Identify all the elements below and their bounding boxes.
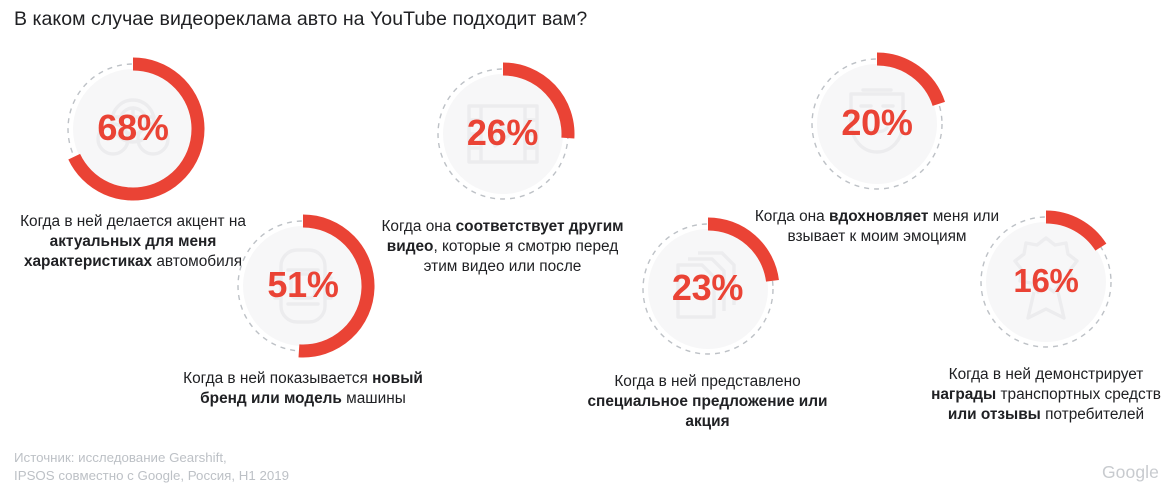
donut-chart: 51% bbox=[229, 212, 377, 360]
donut-progress-arc bbox=[298, 214, 375, 358]
donut-value-label: 68% bbox=[97, 106, 169, 148]
caption-emphasis: вдохновляет bbox=[829, 208, 929, 225]
google-wordmark: Google bbox=[1101, 462, 1159, 482]
stat-caption: Когда в ней показывается новый бренд или… bbox=[168, 369, 438, 409]
caption-text: автомобиля bbox=[152, 252, 243, 270]
car-dashboard-icon bbox=[96, 98, 170, 156]
donut-chart: 26% bbox=[429, 60, 577, 208]
donut-background bbox=[986, 222, 1106, 342]
donut-chart: 20% bbox=[803, 50, 951, 198]
donut-value-label: 23% bbox=[671, 266, 744, 308]
donut-background bbox=[647, 229, 768, 349]
donut-value-label: 51% bbox=[267, 263, 339, 305]
stat-caption: Когда в ней демонстрирует награды трансп… bbox=[920, 365, 1172, 425]
stat-item: 68% Когда в ней делается акцент на актуал… bbox=[8, 55, 258, 272]
caption-emphasis: специальное предложение или акция bbox=[587, 392, 828, 430]
caption-text: Когда она bbox=[381, 218, 456, 235]
caption-text: Когда в ней показывается bbox=[183, 370, 373, 387]
source-line-1: Источник: исследование Gearshift, bbox=[14, 450, 227, 465]
stat-caption: Когда в ней представлено специальное пре… bbox=[570, 372, 845, 432]
donut-chart: 68% bbox=[59, 55, 207, 203]
caption-text: , которые я смотрю перед этим видео или … bbox=[423, 237, 619, 275]
award-rosette-icon bbox=[1013, 236, 1079, 320]
donut-dashed-track bbox=[641, 223, 774, 355]
caption-text: транспортных средств bbox=[996, 385, 1161, 403]
caption-text: Когда она bbox=[754, 208, 830, 225]
caption-emphasis: соответствует другим видео bbox=[386, 218, 624, 255]
documents-stack-icon bbox=[675, 251, 736, 319]
donut-progress-arc bbox=[876, 52, 946, 107]
donut-background bbox=[73, 69, 193, 189]
caption-emphasis: новый бренд или модель bbox=[200, 370, 423, 407]
caption-text: машины bbox=[341, 389, 406, 407]
caption-emphasis: актуальных для меня характеристиках bbox=[23, 232, 217, 270]
donut-background bbox=[817, 64, 937, 184]
stat-item: 26% Когда она соответствует другим видео,… bbox=[370, 60, 635, 277]
caption-text: потребителей bbox=[1040, 405, 1145, 423]
donut-value-label: 20% bbox=[841, 101, 913, 143]
caption-text: Когда в ней демонстрирует bbox=[948, 366, 1144, 383]
stat-caption: Когда она соответствует другим видео, ко… bbox=[370, 217, 635, 277]
stat-item: 16% Когда в ней демонстрирует награды тра… bbox=[920, 208, 1172, 425]
donut-value-label: 16% bbox=[1013, 262, 1079, 299]
donut-dashed-track bbox=[811, 58, 943, 190]
donut-progress-arc bbox=[707, 217, 779, 282]
source-note: Источник: исследование Gearshift, IPSOS … bbox=[14, 449, 289, 484]
page-title: В каком случае видеореклама авто на YouT… bbox=[14, 8, 588, 30]
caption-emphasis: награды bbox=[931, 385, 997, 403]
donut-chart: 23% bbox=[634, 215, 782, 363]
donut-progress-arc bbox=[502, 62, 574, 139]
stat-item: 51% Когда в ней показывается новый бренд … bbox=[168, 212, 438, 409]
donut-background bbox=[442, 74, 563, 194]
stat-caption: Когда она вдохновляет меня или взывает к… bbox=[742, 207, 1012, 247]
stat-caption: Когда в ней делается акцент на актуальны… bbox=[8, 212, 258, 272]
donut-dashed-track bbox=[980, 216, 1112, 348]
caption-text: Когда в ней делается акцент на bbox=[20, 213, 246, 230]
donut-progress-arc bbox=[68, 57, 205, 201]
caption-text: Когда в ней представлено bbox=[614, 373, 801, 390]
caption-text: меня или взывает к моим эмоциям bbox=[787, 208, 1000, 245]
caption-emphasis: или отзывы bbox=[947, 405, 1041, 423]
stat-item: 20% Когда она вдохновляет меня или взывае… bbox=[742, 50, 1012, 247]
donut-progress-arc bbox=[1045, 210, 1107, 251]
donut-background bbox=[243, 226, 363, 346]
source-line-2: IPSOS совместно с Google, Россия, H1 201… bbox=[14, 467, 290, 483]
theater-masks-icon bbox=[849, 88, 905, 154]
donut-chart: 16% bbox=[972, 208, 1120, 356]
donut-value-label: 26% bbox=[466, 111, 539, 153]
film-frame-icon bbox=[466, 104, 539, 164]
stat-item: 23% Когда в ней представлено специальное … bbox=[570, 215, 845, 432]
car-topview-icon bbox=[273, 248, 333, 324]
